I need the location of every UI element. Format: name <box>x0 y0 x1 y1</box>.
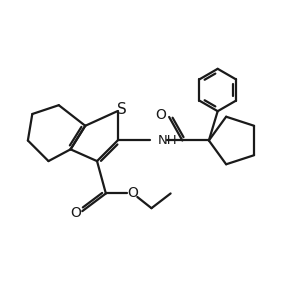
Text: S: S <box>117 102 127 117</box>
Text: O: O <box>127 186 138 200</box>
Text: NH: NH <box>158 134 178 147</box>
Text: O: O <box>70 206 81 220</box>
Text: O: O <box>155 108 166 122</box>
